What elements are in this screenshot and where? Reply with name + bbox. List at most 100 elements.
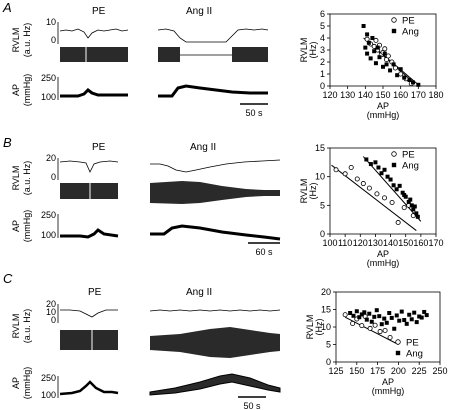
chart-1-point-pe: [366, 185, 372, 191]
chart-2-point-ang: [402, 318, 407, 322]
chart-2-x-tick-label: 225: [412, 366, 427, 376]
chart-2-x-tick-label: 175: [370, 366, 385, 376]
chart-1-plot-frame: [329, 147, 437, 235]
chart-1-legend-label: PE: [402, 150, 415, 161]
panel-a-ap-label-2: (mmHg): [22, 74, 32, 107]
chart-2-point-ang: [374, 308, 379, 313]
panel-b-ap-trace-left: [60, 228, 119, 239]
chart-0-point-ang: [391, 62, 396, 67]
chart-1-y-axis-unit: (Hz): [308, 183, 318, 200]
chart-1-point-ang: [412, 204, 417, 209]
chart-2-point-ang: [357, 315, 362, 320]
chart-1-legend-label: Ang: [402, 161, 419, 172]
chart-0-point-ang: [377, 55, 382, 60]
chart-1-x-axis-label: AP: [377, 249, 389, 259]
panel-b-spike-train-left: [60, 183, 118, 199]
panel-a-rvlm-tick-top: 10: [46, 17, 56, 27]
panel-c-cond-right: Ang II: [186, 287, 212, 298]
chart-0-point-ang: [407, 78, 412, 82]
chart-1-point-ang: [373, 160, 378, 165]
chart-0-y-tick-label: 6: [320, 9, 325, 19]
chart-1-point-ang: [364, 157, 369, 162]
chart-1-point-ang: [368, 162, 373, 167]
panel-b-cond-right: Ang II: [190, 142, 216, 153]
chart-0-point-ang: [416, 82, 421, 87]
chart-0-point-ang: [361, 24, 366, 28]
chart-1-point-pe: [389, 199, 395, 205]
panel-b-cond-left: PE: [92, 142, 106, 153]
chart-2-point-ang: [367, 311, 372, 316]
chart-0-x-tick-label: 130: [340, 90, 355, 100]
chart-2-point-ang: [387, 311, 392, 315]
panel-b-scalebar-label: 60 s: [255, 247, 273, 257]
chart-1-legend-marker-pe: [391, 151, 397, 157]
chart-1-point-ang: [391, 183, 396, 188]
panel-a-ap-trace-right: [158, 84, 268, 98]
chart-2-plot-frame: [335, 291, 441, 363]
chart-1-point-ang: [382, 167, 387, 172]
chart-1-point-pe: [374, 191, 380, 197]
panel-b: B PE Ang II RVLM (a.u. Hz) 20 0 AP (mmHg…: [3, 135, 444, 268]
chart-2-point-ang: [354, 309, 359, 314]
chart-2-point-ang: [359, 312, 364, 317]
chart-1-point-ang: [388, 177, 393, 182]
chart-1-x-tick-label: 100: [322, 238, 337, 248]
chart-2-point-pe: [387, 334, 393, 340]
chart-1-y-tick-label: 10: [315, 172, 325, 182]
chart-0-x-tick-label: 180: [428, 90, 443, 100]
chart-2-point-pe: [372, 322, 378, 328]
chart-0-point-ang: [372, 49, 377, 54]
chart-1-point-ang: [394, 187, 399, 192]
chart-2-point-ang: [424, 313, 429, 318]
chart-1-point-ang: [409, 203, 414, 208]
panel-c-rvlm-trace-left: [60, 309, 118, 318]
panel-b-rvlm-label-2: (a.u. Hz): [22, 161, 32, 196]
chart-2-x-tick-label: 125: [328, 366, 343, 376]
chart-1-point-ang: [376, 165, 381, 170]
chart-2-point-ang: [422, 309, 427, 314]
chart-1-y-tick-label: 5: [320, 200, 325, 210]
chart-1-legend-marker-ang: [391, 162, 397, 168]
panel-b-spike-train-right: [150, 181, 280, 204]
chart-1-point-ang: [397, 183, 402, 188]
panel-c-cond-left: PE: [88, 287, 102, 298]
chart-2-point-pe: [350, 320, 356, 326]
panel-c-ap-trace-right: [149, 373, 281, 396]
chart-0-y-tick-label: 2: [320, 57, 325, 67]
chart-0-point-ang: [382, 51, 387, 56]
panel-c-rvlm-tick-bottom: 0: [51, 315, 56, 325]
chart-0-x-tick-label: 150: [375, 90, 390, 100]
chart-0-legend-label: Ang: [402, 27, 419, 38]
chart-1-point-ang: [379, 171, 384, 176]
chart-0-x-tick-label: 170: [411, 90, 426, 100]
chart-1-point-ang: [385, 174, 390, 179]
chart-2-point-ang: [379, 322, 384, 327]
chart-2-point-ang: [364, 317, 369, 322]
chart-1-point-pe: [360, 181, 366, 187]
chart-0-x-tick-label: 120: [322, 90, 337, 100]
chart-1-point-ang: [408, 197, 413, 202]
chart-2-point-pe: [359, 323, 365, 329]
chart-2-y-tick-label: 15: [321, 305, 331, 315]
panel-b-ap-tick-top: 250: [41, 210, 56, 220]
chart-1-point-pe: [395, 220, 401, 226]
chart-1-y-tick-label: 15: [315, 143, 325, 153]
chart-0-x-axis-unit: (mmHg): [367, 110, 400, 120]
chart-0-point-ang: [384, 62, 389, 67]
panel-c-rvlm-tick-top: 20: [46, 299, 56, 309]
chart-0-legend-marker-ang: [391, 28, 397, 34]
chart-0-point-pe: [392, 65, 398, 71]
chart-2-point-ang: [394, 313, 399, 318]
chart-2-point-pe: [382, 327, 388, 333]
chart-2-point-ang: [384, 320, 389, 325]
panel-c-letter: C: [3, 271, 13, 286]
chart-2-point-ang: [348, 311, 353, 315]
panel-b-rvlm-trace-right: [150, 159, 281, 173]
panel-c-rvlm-tick-mid: 10: [46, 307, 56, 317]
panel-b-ap-label-2: (mmHg): [22, 210, 32, 243]
chart-2-x-axis-label: AP: [382, 377, 394, 387]
chart-2-legend-label: PE: [406, 338, 419, 349]
panel-a-spike-train-left: [60, 47, 128, 62]
panel-a-spike-train-right-2: [232, 47, 268, 62]
